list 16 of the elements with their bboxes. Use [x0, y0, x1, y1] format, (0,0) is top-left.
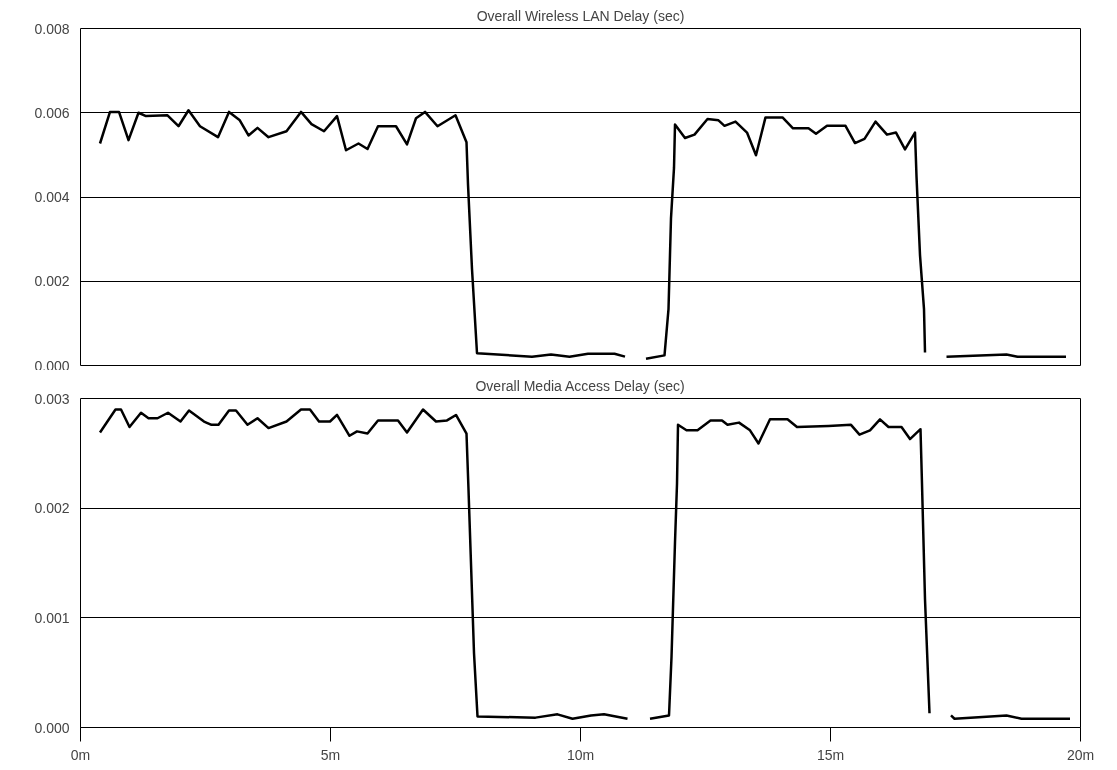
x-tick-label: 10m — [566, 746, 595, 763]
y-tick-label: 0.000 — [34, 719, 70, 736]
y-tick-label: 0.002 — [34, 500, 70, 517]
x-tick-label: 5m — [320, 746, 341, 763]
y-tick-label: 0.006 — [34, 104, 70, 121]
y-tick-label: 0.002 — [34, 273, 70, 290]
y-tick-label: 0.008 — [34, 20, 70, 37]
x-tick-label: 0m — [70, 746, 91, 763]
y-tick-label: 0.004 — [34, 189, 70, 205]
x-tick-label: 20m — [1066, 746, 1095, 763]
x-tick-label: 15m — [816, 746, 845, 763]
y-tick-label: 0.001 — [34, 609, 70, 626]
y-tick-label: 0.000 — [34, 357, 70, 374]
chart-title: Overall Wireless LAN Delay (sec) — [476, 7, 685, 24]
y-tick-label: 0.003 — [34, 390, 70, 407]
chart-title: Overall Media Access Delay (sec) — [475, 377, 685, 394]
